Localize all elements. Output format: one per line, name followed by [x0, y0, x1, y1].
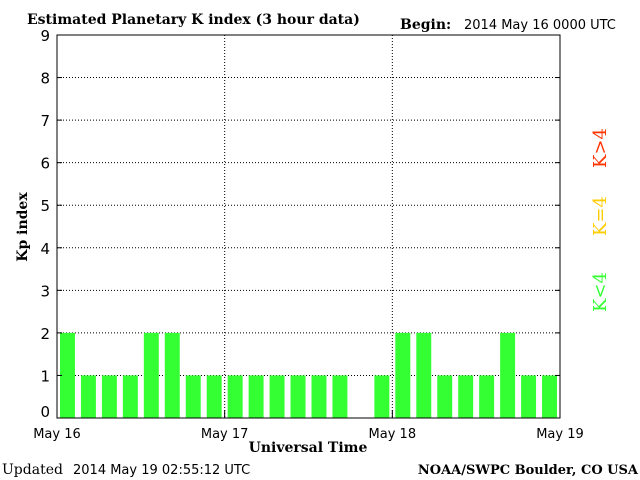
y-tick-label: 6: [40, 155, 50, 173]
y-tick-label: 0: [40, 403, 50, 421]
x-tick-label: May 18: [369, 427, 417, 442]
kp-bar: [290, 375, 306, 418]
plot-frame: [56, 34, 561, 419]
y-tick-label: 2: [40, 325, 50, 343]
kp-bar: [122, 375, 138, 418]
kp-bar: [374, 375, 390, 418]
updated-label: Updated: [2, 462, 63, 478]
kp-bar: [416, 332, 432, 418]
updated-value: 2014 May 19 02:55:12 UTC: [73, 463, 250, 478]
kp-bars: [60, 332, 557, 418]
x-tick-label: May 17: [201, 427, 249, 442]
legend-high: K>4: [590, 128, 611, 168]
kp-bar: [458, 375, 474, 418]
y-tick-label: 8: [40, 70, 50, 88]
kp-bar: [332, 375, 348, 418]
kp-bar: [248, 375, 264, 418]
y-tick-label: 3: [40, 282, 50, 300]
y-axis-ticks: 0 1 2 3 4 5 6 7 8 9: [40, 27, 560, 421]
x-tick-label: May 19: [536, 427, 584, 442]
begin-label: Begin:: [400, 17, 451, 33]
x-axis-ticks: May 16 May 17 May 18 May 19: [33, 410, 584, 442]
legend-mid: K=4: [590, 196, 611, 236]
kp-bar: [80, 375, 96, 418]
y-tick-label: 4: [40, 240, 50, 258]
kp-bar: [60, 332, 75, 418]
kp-bar: [542, 375, 557, 418]
legend-low: K<4: [590, 272, 611, 312]
kp-bar: [437, 375, 453, 418]
kp-bar: [395, 332, 411, 418]
kp-bar: [185, 375, 201, 418]
y-tick-label: 7: [40, 112, 50, 130]
x-axis-label: Universal Time: [249, 440, 368, 456]
x-tick-label: May 16: [33, 427, 81, 442]
kp-bar: [206, 375, 222, 418]
credit-text: NOAA/SWPC Boulder, CO USA: [418, 463, 639, 478]
y-axis-label: Kp index: [15, 192, 31, 262]
kp-bar: [101, 375, 117, 418]
kp-bar: [143, 332, 159, 418]
kp-bar: [164, 332, 180, 418]
kp-bar: [269, 375, 285, 418]
begin-value: 2014 May 16 0000 UTC: [464, 18, 616, 33]
grid-lines: [57, 35, 560, 418]
chart-title: Estimated Planetary K index (3 hour data…: [27, 12, 360, 28]
kp-bar: [500, 332, 516, 418]
y-tick-label: 5: [40, 197, 50, 215]
y-tick-label: 1: [40, 367, 50, 385]
kp-bar: [479, 375, 495, 418]
y-tick-label: 9: [40, 27, 50, 45]
kp-bar: [227, 375, 243, 418]
kp-bar: [311, 375, 327, 418]
kp-bar: [521, 375, 537, 418]
